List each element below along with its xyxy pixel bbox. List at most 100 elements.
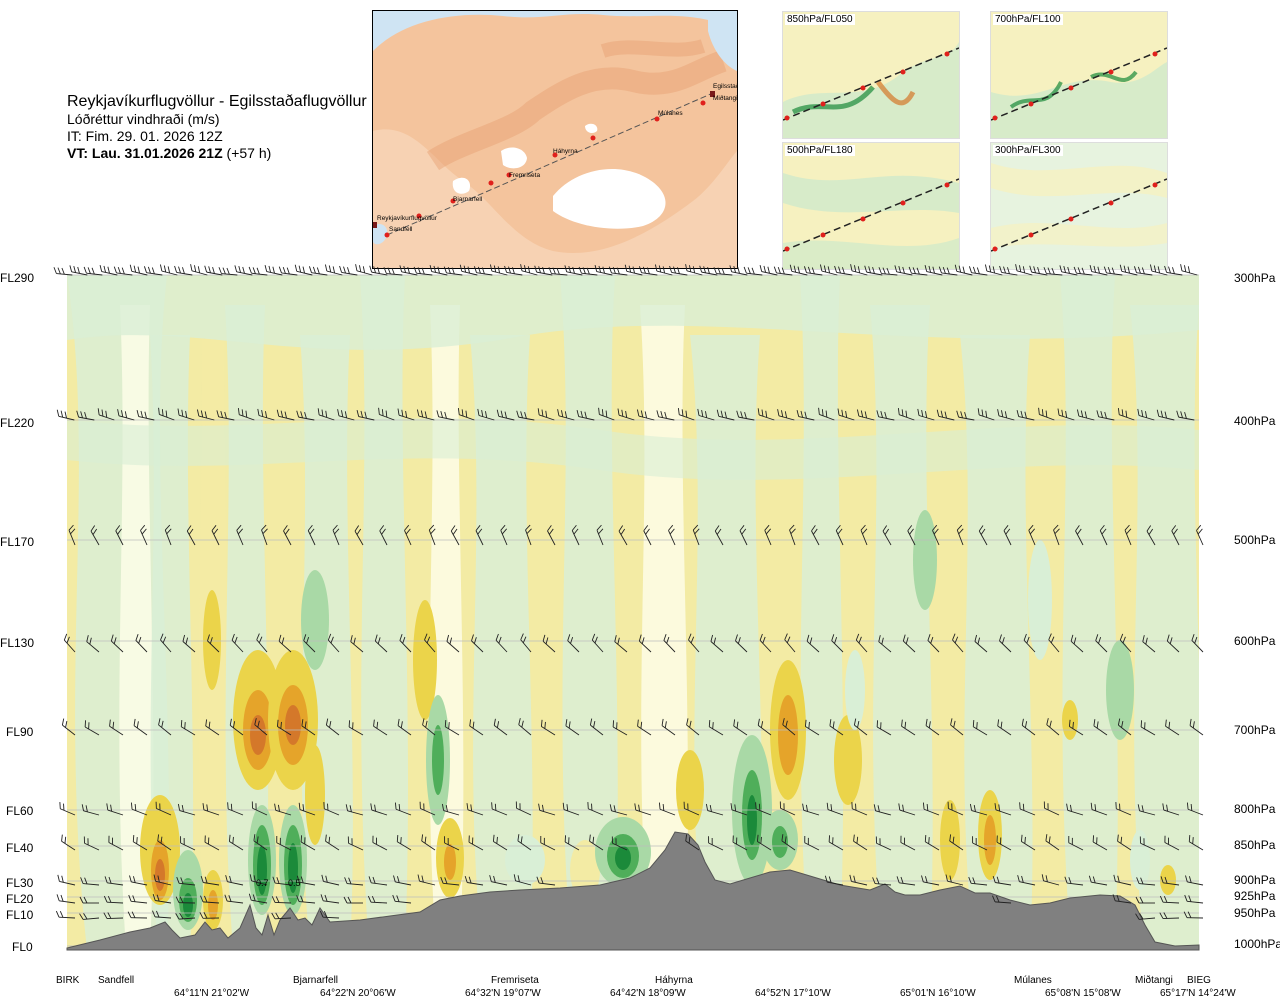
map-label-egilsstadir: Egilsstaðir	[713, 82, 737, 90]
wind-barb	[875, 836, 892, 851]
wind-barb	[234, 265, 253, 276]
velocity-band	[1060, 275, 1118, 950]
coord-label: 64°32'N 19°07'W	[465, 988, 541, 999]
coord-label: 65°08'N 15°08'W	[1045, 988, 1121, 999]
wind-barb	[739, 525, 748, 546]
wind-barb	[61, 834, 76, 851]
wind-barb	[129, 875, 148, 886]
wind-barb	[468, 835, 484, 851]
wind-barb	[564, 835, 580, 851]
wind-barb	[396, 835, 412, 851]
wind-barb	[1117, 407, 1135, 421]
wind-barb	[759, 264, 778, 276]
fl-label: FL60	[6, 804, 34, 818]
wind-barb	[984, 264, 1003, 276]
velocity-cell	[413, 600, 437, 720]
velocity-cell	[772, 826, 788, 858]
wind-barb	[1088, 875, 1108, 886]
wind-barb	[236, 524, 244, 546]
wind-barb	[757, 718, 772, 736]
wind-barb	[922, 802, 940, 816]
map-label-reykjavik: Reykjavíkurflugvöllur	[377, 215, 438, 222]
panel-300hpa: 300hPa/FL300	[990, 142, 1168, 270]
wind-barb	[276, 836, 292, 851]
wind-barb	[218, 267, 238, 276]
wind-barb	[1076, 409, 1095, 421]
velocity-band	[67, 275, 1199, 350]
wind-barb	[473, 266, 493, 276]
wind-barb	[444, 720, 460, 736]
wind-barb	[1146, 525, 1156, 546]
wind-barb	[956, 524, 964, 546]
wind-barb	[756, 834, 772, 851]
velocity-band	[67, 418, 1199, 480]
point-label: Háhyrna	[655, 975, 693, 986]
wind-barb	[804, 836, 820, 851]
wind-barb	[1176, 410, 1195, 421]
wind-barb	[831, 634, 844, 653]
wind-barb	[133, 718, 148, 736]
wind-barb	[347, 836, 364, 851]
wind-barb	[1171, 525, 1180, 546]
panel-700hpa: 700hPa/FL100	[990, 11, 1168, 139]
wind-barb	[1135, 896, 1155, 904]
wind-barb	[1029, 265, 1048, 276]
wind-barb	[261, 524, 268, 546]
wind-barb	[369, 265, 388, 276]
wind-barb	[735, 634, 748, 653]
wind-barb	[587, 802, 604, 816]
velocity-cell	[1160, 865, 1176, 895]
hpa-label: 300hPa	[1234, 271, 1276, 285]
wind-barb	[1164, 265, 1183, 276]
point-label: Miðtangi	[1135, 975, 1173, 986]
velocity-cell	[845, 650, 865, 730]
wind-barb	[153, 874, 172, 886]
wind-barb	[492, 834, 508, 851]
wind-barb	[271, 896, 292, 904]
wind-barb	[656, 410, 675, 421]
wind-barb	[669, 265, 688, 276]
wind-barb	[855, 633, 868, 653]
issue-time: IT: Fim. 29. 01. 2026 12Z	[67, 128, 223, 144]
wind-barb	[301, 719, 316, 736]
wind-barb	[164, 524, 172, 546]
wind-barb	[1119, 264, 1138, 276]
wind-barb	[1048, 633, 1060, 653]
wind-barb	[1149, 264, 1168, 276]
wind-barb	[781, 834, 796, 851]
wind-barb	[443, 266, 463, 276]
fl-label: FL0	[12, 940, 33, 954]
wind-barb	[491, 802, 508, 816]
wind-barb	[356, 409, 375, 421]
wind-barb	[399, 634, 412, 653]
wind-barb	[876, 720, 892, 736]
wind-barb	[83, 836, 100, 851]
wind-barb	[1136, 877, 1156, 886]
coord-label: 65°01'N 16°10'W	[900, 988, 976, 999]
wind-barb	[56, 894, 76, 904]
wind-barb	[207, 634, 220, 653]
wind-barb	[496, 409, 515, 421]
wind-barb	[57, 874, 76, 886]
wind-barb	[367, 895, 388, 904]
wind-barb	[55, 910, 76, 919]
wind-barb	[152, 910, 172, 919]
wind-barb	[589, 718, 604, 736]
wind-barb	[69, 265, 88, 276]
wind-barb	[732, 835, 748, 851]
wind-barb	[829, 719, 844, 736]
wind-barb	[1135, 913, 1156, 920]
wind-barb	[1159, 912, 1180, 920]
wind-barb	[429, 264, 448, 276]
wind-barb	[1164, 835, 1180, 851]
map-label-mulanes: Múlanes	[658, 110, 683, 117]
wind-barb	[477, 408, 495, 421]
wind-barb	[1156, 409, 1175, 421]
wind-barb	[132, 835, 148, 851]
wind-barb	[59, 802, 76, 816]
wind-barb	[708, 720, 724, 736]
wind-barb	[1075, 525, 1084, 546]
wind-barb	[683, 801, 700, 816]
wind-barb	[856, 409, 875, 421]
